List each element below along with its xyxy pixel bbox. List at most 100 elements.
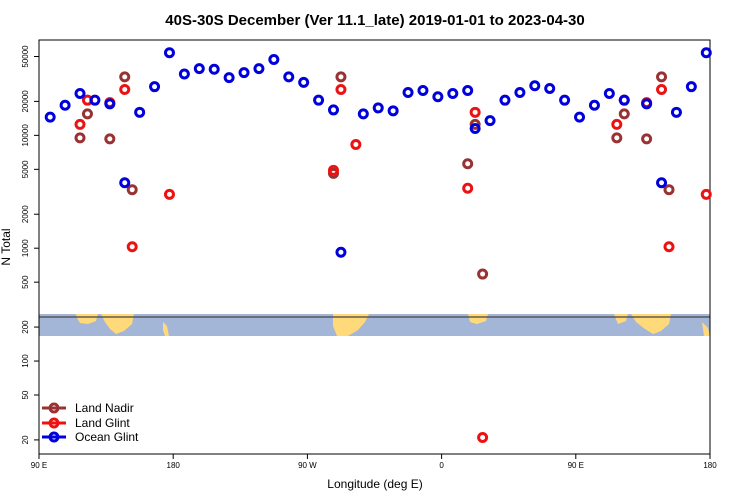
legend-item-ocean-glint: Ocean Glint xyxy=(42,430,139,444)
point-land-glint xyxy=(119,83,131,95)
point-ocean-glint xyxy=(59,99,71,111)
point-ocean-glint xyxy=(670,106,682,118)
point-land-nadir xyxy=(618,108,630,120)
point-ocean-glint xyxy=(641,98,653,110)
map-ocean xyxy=(39,314,710,336)
point-ocean-glint xyxy=(529,80,541,92)
point-ocean-glint xyxy=(618,94,630,106)
point-land-nadir xyxy=(74,132,86,144)
point-ocean-glint xyxy=(178,68,190,80)
point-ocean-glint xyxy=(417,84,429,96)
point-land-glint xyxy=(74,118,86,130)
y-tick-label: 20 xyxy=(21,435,30,444)
point-land-nadir xyxy=(641,133,653,145)
point-ocean-glint xyxy=(372,102,384,114)
point-land-nadir xyxy=(81,108,93,120)
point-ocean-glint xyxy=(74,87,86,99)
y-tick-label: 500 xyxy=(21,275,30,289)
point-land-nadir xyxy=(656,71,668,83)
point-ocean-glint xyxy=(335,246,347,258)
point-ocean-glint xyxy=(193,63,205,75)
point-land-nadir xyxy=(477,268,489,280)
point-land-glint xyxy=(477,432,489,444)
legend-item-land-glint: Land Glint xyxy=(42,416,130,430)
point-land-nadir xyxy=(611,132,623,144)
point-land-glint xyxy=(611,118,623,130)
x-tick-label: 0 xyxy=(439,461,444,470)
point-ocean-glint xyxy=(327,104,339,116)
point-land-glint xyxy=(350,138,362,150)
point-ocean-glint xyxy=(357,108,369,120)
point-ocean-glint xyxy=(514,86,526,98)
y-tick-label: 100 xyxy=(21,354,30,368)
legend-label-land-nadir: Land Nadir xyxy=(75,401,134,415)
point-ocean-glint xyxy=(603,87,615,99)
landmass-2 xyxy=(163,322,169,336)
legend-label-ocean-glint: Ocean Glint xyxy=(75,430,139,444)
point-ocean-glint xyxy=(447,87,459,99)
point-land-nadir xyxy=(119,71,131,83)
point-ocean-glint xyxy=(499,94,511,106)
point-land-glint xyxy=(335,83,347,95)
legend-label-land-glint: Land Glint xyxy=(75,416,130,430)
point-land-nadir xyxy=(462,158,474,170)
point-land-nadir xyxy=(663,184,675,196)
point-ocean-glint xyxy=(387,105,399,117)
point-land-glint xyxy=(163,188,175,200)
point-land-glint xyxy=(462,182,474,194)
point-land-glint xyxy=(663,241,675,253)
point-ocean-glint xyxy=(462,84,474,96)
point-ocean-glint xyxy=(149,81,161,93)
point-ocean-glint xyxy=(402,86,414,98)
point-land-glint xyxy=(700,188,712,200)
point-ocean-glint xyxy=(163,47,175,59)
x-axis-title: Longitude (deg E) xyxy=(327,477,422,491)
point-land-glint xyxy=(656,83,668,95)
y-tick-label: 2000 xyxy=(21,205,30,223)
y-tick-label: 5000 xyxy=(21,160,30,178)
point-ocean-glint xyxy=(104,98,116,110)
landmass-6 xyxy=(631,314,671,334)
point-land-glint xyxy=(126,241,138,253)
y-tick-label: 10000 xyxy=(21,124,30,147)
landmass-3 xyxy=(333,314,369,336)
plot-frame xyxy=(38,39,711,455)
legend-marker-land-glint xyxy=(48,417,60,429)
x-tick-label: 90 W xyxy=(298,461,317,470)
point-ocean-glint xyxy=(134,106,146,118)
point-ocean-glint xyxy=(484,115,496,127)
landmass-7 xyxy=(702,322,710,336)
x-tick-label: 90 E xyxy=(568,461,584,470)
x-tick-label: 90 E xyxy=(31,461,47,470)
y-axis: 20 50 100 200 500 1000 2000 5000 10000 20000 50000 xyxy=(21,45,39,444)
point-ocean-glint xyxy=(685,81,697,93)
legend-item-land-nadir: Land Nadir xyxy=(42,401,134,415)
point-ocean-glint xyxy=(223,72,235,84)
point-land-glint xyxy=(469,106,481,118)
y-tick-label: 20000 xyxy=(21,90,30,113)
y-tick-label: 1000 xyxy=(21,239,30,257)
x-axis: 90 E 180 90 W 0 90 E 180 xyxy=(31,454,717,470)
point-ocean-glint xyxy=(574,111,586,123)
point-ocean-glint xyxy=(44,111,56,123)
point-ocean-glint xyxy=(544,83,556,95)
point-ocean-glint xyxy=(700,47,712,59)
point-ocean-glint xyxy=(469,123,481,135)
y-tick-label: 50000 xyxy=(21,45,30,68)
landmass-1 xyxy=(101,314,134,334)
point-land-glint xyxy=(327,164,339,176)
y-tick-label: 200 xyxy=(21,320,30,334)
point-ocean-glint xyxy=(89,94,101,106)
point-ocean-glint xyxy=(298,76,310,88)
point-ocean-glint xyxy=(119,177,131,189)
legend-marker-land-nadir xyxy=(48,402,60,414)
point-ocean-glint xyxy=(313,94,325,106)
y-tick-label: 50 xyxy=(21,390,30,399)
point-land-nadir xyxy=(469,118,481,130)
chart-title: 40S-30S December (Ver 11.1_late) 2019-01… xyxy=(165,12,584,29)
point-ocean-glint xyxy=(238,67,250,79)
legend: Land Nadir Land Glint Ocean Glint xyxy=(42,401,139,444)
data-points xyxy=(44,47,712,444)
point-land-nadir xyxy=(335,71,347,83)
